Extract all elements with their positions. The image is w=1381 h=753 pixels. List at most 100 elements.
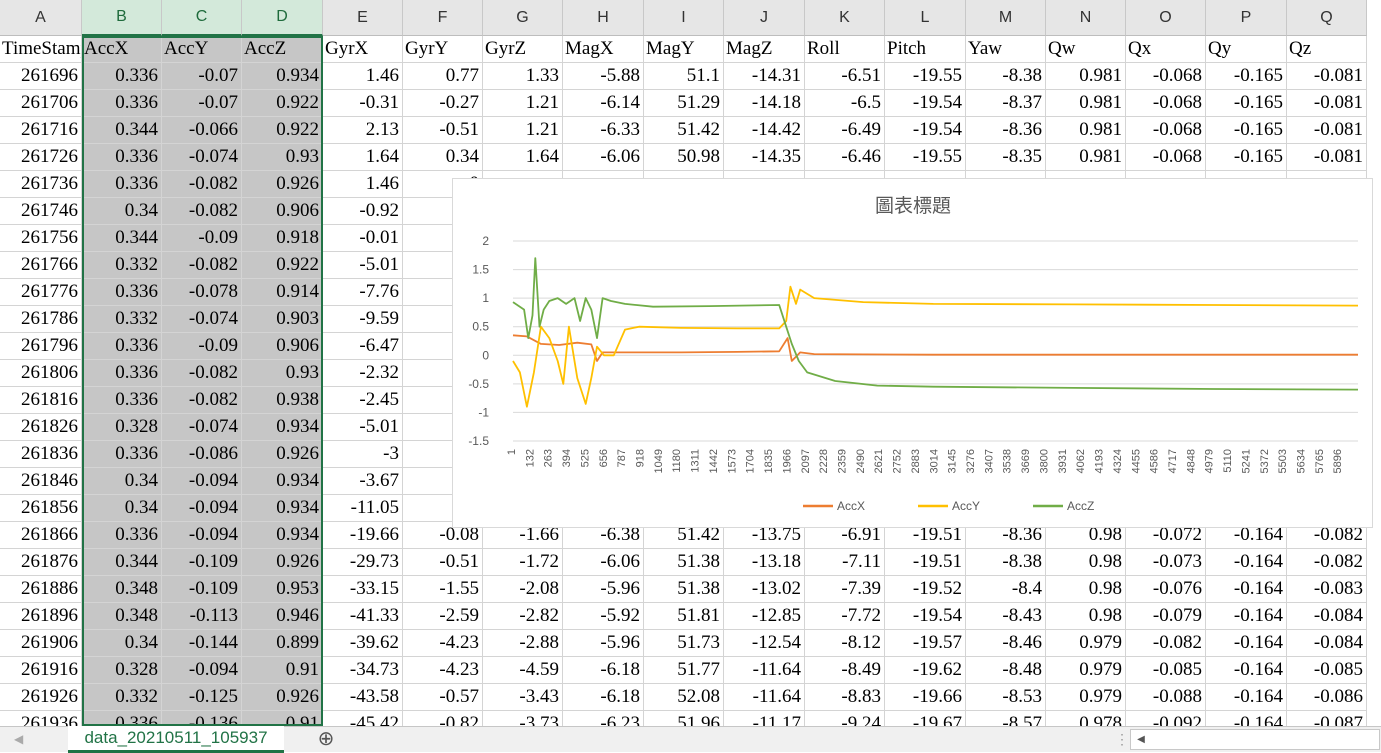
data-cell[interactable]: 0.934 xyxy=(242,495,323,522)
data-cell[interactable]: 261696 xyxy=(0,63,82,90)
data-cell[interactable]: -8.36 xyxy=(966,117,1046,144)
data-cell[interactable]: -0.125 xyxy=(162,684,242,711)
data-cell[interactable]: -19.52 xyxy=(885,576,966,603)
data-cell[interactable]: -0.07 xyxy=(162,90,242,117)
data-cell[interactable]: 0.332 xyxy=(82,252,162,279)
data-cell[interactable]: -19.54 xyxy=(885,603,966,630)
header-cell-yaw[interactable]: Yaw xyxy=(966,36,1046,63)
data-cell[interactable]: -0.165 xyxy=(1206,90,1287,117)
data-cell[interactable]: -4.59 xyxy=(483,657,563,684)
data-cell[interactable]: -6.51 xyxy=(805,63,885,90)
column-header-f[interactable]: F xyxy=(403,0,483,36)
data-cell[interactable]: -29.73 xyxy=(323,549,403,576)
data-cell[interactable]: 0.91 xyxy=(242,657,323,684)
data-cell[interactable]: -8.35 xyxy=(966,144,1046,171)
data-cell[interactable]: -8.53 xyxy=(966,684,1046,711)
data-cell[interactable]: 51.42 xyxy=(644,117,724,144)
data-cell[interactable]: 0.344 xyxy=(82,117,162,144)
data-cell[interactable]: -8.48 xyxy=(966,657,1046,684)
data-cell[interactable]: 0.926 xyxy=(242,684,323,711)
data-cell[interactable]: 0.348 xyxy=(82,603,162,630)
data-cell[interactable]: 0.336 xyxy=(82,144,162,171)
data-cell[interactable]: -0.094 xyxy=(162,468,242,495)
data-cell[interactable]: -0.081 xyxy=(1287,144,1367,171)
data-cell[interactable]: -41.33 xyxy=(323,603,403,630)
data-cell[interactable]: 261926 xyxy=(0,684,82,711)
data-cell[interactable]: -19.66 xyxy=(885,684,966,711)
data-cell[interactable]: -0.57 xyxy=(403,684,483,711)
data-cell[interactable]: 261726 xyxy=(0,144,82,171)
data-cell[interactable]: -12.85 xyxy=(724,603,805,630)
data-cell[interactable]: 261706 xyxy=(0,90,82,117)
data-cell[interactable]: -8.43 xyxy=(966,603,1046,630)
data-cell[interactable]: -0.082 xyxy=(1287,549,1367,576)
data-cell[interactable]: -0.082 xyxy=(162,171,242,198)
data-cell[interactable]: 51.42 xyxy=(644,522,724,549)
data-cell[interactable]: -0.082 xyxy=(1287,522,1367,549)
sheet-nav-left-icon[interactable]: ◀ xyxy=(14,732,24,746)
data-cell[interactable]: 0.344 xyxy=(82,225,162,252)
data-cell[interactable]: -0.164 xyxy=(1206,657,1287,684)
data-cell[interactable]: -6.91 xyxy=(805,522,885,549)
header-cell-qz[interactable]: Qz xyxy=(1287,36,1367,63)
data-cell[interactable]: 261876 xyxy=(0,549,82,576)
data-cell[interactable]: 261856 xyxy=(0,495,82,522)
data-cell[interactable]: 261816 xyxy=(0,387,82,414)
data-cell[interactable]: 0.336 xyxy=(82,90,162,117)
data-cell[interactable]: -0.082 xyxy=(162,360,242,387)
data-cell[interactable]: -6.14 xyxy=(563,90,644,117)
data-cell[interactable]: 50.98 xyxy=(644,144,724,171)
data-cell[interactable]: -0.07 xyxy=(162,63,242,90)
data-cell[interactable]: 0.926 xyxy=(242,441,323,468)
data-cell[interactable]: -0.088 xyxy=(1126,684,1206,711)
data-cell[interactable]: -0.113 xyxy=(162,603,242,630)
data-cell[interactable]: -0.082 xyxy=(1126,630,1206,657)
data-cell[interactable]: -1.72 xyxy=(483,549,563,576)
data-cell[interactable]: -19.66 xyxy=(323,522,403,549)
data-cell[interactable]: -19.51 xyxy=(885,522,966,549)
data-cell[interactable]: 0.328 xyxy=(82,414,162,441)
data-cell[interactable]: -0.27 xyxy=(403,90,483,117)
data-cell[interactable]: -0.082 xyxy=(162,198,242,225)
data-cell[interactable]: 0.336 xyxy=(82,387,162,414)
data-cell[interactable]: 0.336 xyxy=(82,360,162,387)
data-cell[interactable]: -0.51 xyxy=(403,117,483,144)
data-cell[interactable]: -7.11 xyxy=(805,549,885,576)
data-cell[interactable]: -0.09 xyxy=(162,333,242,360)
data-cell[interactable]: -0.074 xyxy=(162,144,242,171)
data-cell[interactable]: 0.93 xyxy=(242,360,323,387)
data-cell[interactable]: -43.58 xyxy=(323,684,403,711)
data-cell[interactable]: 0.934 xyxy=(242,414,323,441)
tab-splitter-icon[interactable]: ⋮ xyxy=(1115,731,1129,747)
data-cell[interactable]: 51.77 xyxy=(644,657,724,684)
data-cell[interactable]: 0.348 xyxy=(82,576,162,603)
data-cell[interactable]: 1.21 xyxy=(483,90,563,117)
column-header-q[interactable]: Q xyxy=(1287,0,1367,36)
data-cell[interactable]: -1.55 xyxy=(403,576,483,603)
data-cell[interactable]: -0.085 xyxy=(1126,657,1206,684)
header-cell-qx[interactable]: Qx xyxy=(1126,36,1206,63)
data-cell[interactable]: -13.02 xyxy=(724,576,805,603)
data-cell[interactable]: 261716 xyxy=(0,117,82,144)
data-cell[interactable]: 0.98 xyxy=(1046,603,1126,630)
data-cell[interactable]: 0.906 xyxy=(242,198,323,225)
data-cell[interactable]: 1.21 xyxy=(483,117,563,144)
header-cell-roll[interactable]: Roll xyxy=(805,36,885,63)
data-cell[interactable]: -19.62 xyxy=(885,657,966,684)
header-cell-magz[interactable]: MagZ xyxy=(724,36,805,63)
data-cell[interactable]: -19.57 xyxy=(885,630,966,657)
data-cell[interactable]: 0.336 xyxy=(82,441,162,468)
data-cell[interactable]: 0.922 xyxy=(242,252,323,279)
column-header-n[interactable]: N xyxy=(1046,0,1126,36)
data-cell[interactable]: -0.074 xyxy=(162,414,242,441)
data-cell[interactable]: -19.54 xyxy=(885,90,966,117)
data-cell[interactable]: -0.086 xyxy=(162,441,242,468)
data-cell[interactable]: -0.164 xyxy=(1206,630,1287,657)
data-cell[interactable]: -0.09 xyxy=(162,225,242,252)
data-cell[interactable]: -0.081 xyxy=(1287,63,1367,90)
column-header-p[interactable]: P xyxy=(1206,0,1287,36)
column-header-k[interactable]: K xyxy=(805,0,885,36)
data-cell[interactable]: 1.64 xyxy=(483,144,563,171)
data-cell[interactable]: -0.165 xyxy=(1206,63,1287,90)
data-cell[interactable]: 0.981 xyxy=(1046,144,1126,171)
